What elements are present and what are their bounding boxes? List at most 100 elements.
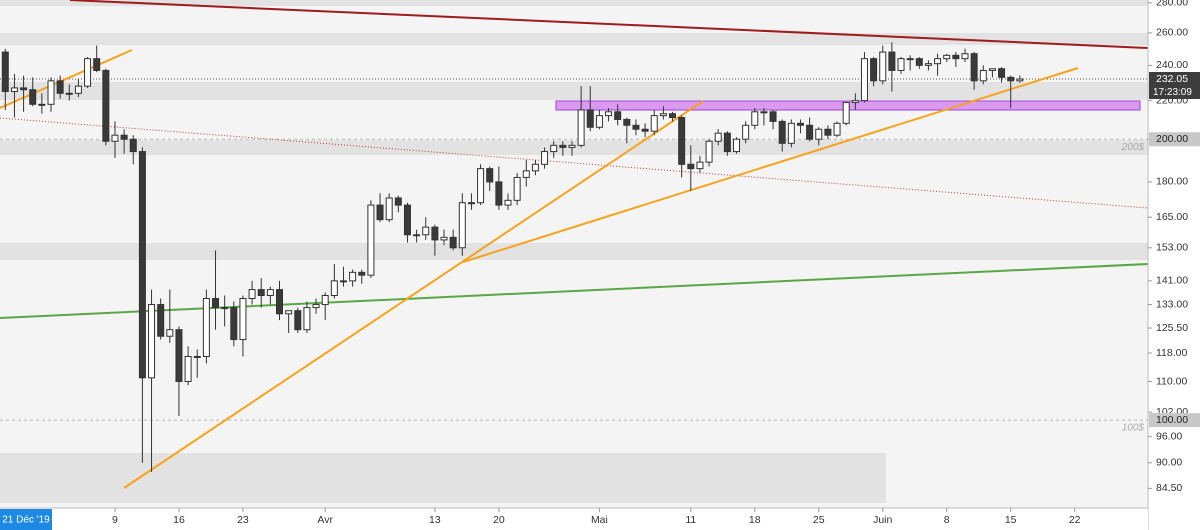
candle-body [897,58,905,71]
y-tick-label: 260.00 [1156,27,1188,39]
candle-body [632,124,640,130]
candle-body [276,289,283,315]
trend-line [0,49,133,109]
candle-body [988,68,996,71]
candle-body [184,355,192,382]
x-tick-label: 22 [1069,514,1081,526]
y-tick-label: 133.00 [1156,298,1188,310]
candle-body [796,122,804,126]
candle-body [56,80,64,94]
x-tick-label: 13 [429,514,441,526]
candle-body [714,132,722,142]
candle-body [495,181,503,206]
price-tag-box [1149,71,1200,86]
candle-body [10,87,18,93]
candle-body [431,226,439,241]
candle-body [458,202,466,249]
candle-body [403,204,411,236]
trend-line [462,67,1079,263]
candles [1,42,1024,472]
candle-body [467,202,475,205]
zone [0,33,1148,45]
x-tick-label: Mai [591,514,608,526]
x-tick-label: 23 [237,514,249,526]
level-note: 100$ [1122,423,1145,434]
candle-body [513,176,521,201]
candle-body [961,53,969,60]
y-tick-label: 125.50 [1156,322,1188,334]
y-tick-label: 110.00 [1156,375,1187,387]
x-tick-label: 11 [685,514,696,526]
candle-body [614,111,622,120]
y-tick-label: 96.00 [1156,430,1182,442]
candle-body [870,58,878,82]
x-tick-label: 16 [173,514,185,526]
price-tag: 100.00 [1156,414,1188,426]
candle-body [148,304,156,379]
candle-body [358,271,366,276]
crosshair-date-box [0,509,52,530]
candle-body [166,329,174,337]
candle-body [422,226,430,236]
grid [0,78,1148,421]
candle-body [212,297,220,309]
candle-body [84,58,92,87]
candle-body [248,289,256,299]
candle-body [842,101,850,124]
candle-body [733,138,740,153]
x-tick-label: 18 [749,514,761,526]
zone [0,453,886,503]
candle-body [1,51,9,93]
candle-body [879,51,887,82]
candle-body [568,144,576,148]
candle-body [595,115,603,128]
candle-body [413,234,421,237]
x-tick-label: Avr [317,514,333,526]
candle-body [504,199,512,206]
axes: 280.00260.00240.00220.00200.00180.00165.… [112,0,1200,526]
candle-body [120,134,128,140]
candle-body [29,89,37,105]
candle-body [851,100,859,103]
y-tick-label: 180.00 [1156,176,1188,188]
candle-body [367,204,375,276]
price-tag-box [1149,132,1200,147]
candle-body [541,151,549,165]
candle-body [650,115,658,132]
candle-body [449,236,457,249]
candle-body [266,289,274,297]
candle-body [202,297,210,357]
candle-body [157,304,165,337]
candle-body [285,310,293,315]
candle-body [742,124,750,140]
price-tag: 232.05 [1156,73,1188,85]
candle-body [312,304,320,309]
candle-body [979,69,987,82]
candle-body [339,280,347,283]
level-note: 200$ [1121,142,1145,153]
countdown: 17:23:09 [1153,87,1192,98]
candle-body [531,163,539,172]
candle-body [440,236,448,241]
candle-body [138,151,146,379]
price-tag-box [1149,413,1200,428]
zone [0,0,1148,6]
y-tick-label: 280.00 [1156,0,1188,9]
y-tick-label: 118.00 [1156,347,1187,359]
candle-body [760,111,768,114]
candle-body [193,355,201,358]
candle-body [550,144,558,153]
y-tick-label: 165.00 [1156,211,1188,223]
candle-body [586,109,594,128]
trend-line [69,0,1149,49]
zone [0,243,1148,260]
candle-body [952,54,960,60]
candle-body [257,289,265,297]
x-tick-label: 8 [944,514,950,526]
candle-body [943,54,951,60]
y-tick-label: 84.50 [1156,482,1182,494]
candle-body [970,53,978,82]
candle-body [239,297,247,341]
candle-body [787,122,795,144]
candle-body [605,111,613,117]
